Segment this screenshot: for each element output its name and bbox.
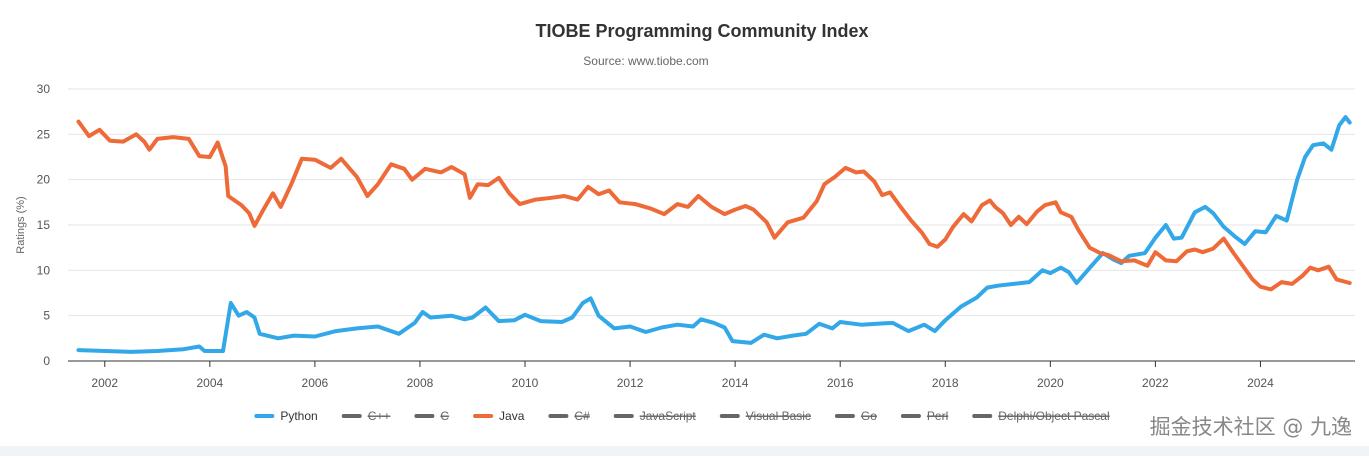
legend-item-javascript[interactable]: JavaScript xyxy=(613,409,697,423)
y-tick-label: 5 xyxy=(43,309,50,323)
chart-subtitle: Source: www.tiobe.com xyxy=(583,54,708,68)
x-tick-label: 2020 xyxy=(1037,376,1064,390)
x-tick-label: 2024 xyxy=(1247,376,1274,390)
x-tick-label: 2004 xyxy=(196,376,223,390)
legend-item-c[interactable]: C xyxy=(414,409,449,423)
bottom-band xyxy=(0,446,1369,456)
y-tick-label: 10 xyxy=(37,263,51,277)
grid-layer xyxy=(68,88,1355,317)
x-tick-label: 2012 xyxy=(617,376,644,390)
x-tick-label: 2006 xyxy=(302,376,329,390)
legend-item-java[interactable]: Java xyxy=(473,409,525,423)
series-line-python xyxy=(76,115,1352,354)
legend-label: Python xyxy=(280,409,317,423)
series-line-java xyxy=(76,119,1352,292)
y-tick-label: 25 xyxy=(37,127,51,141)
x-tick-label: 2002 xyxy=(91,376,118,390)
legend-item-visual-basic[interactable]: Visual Basic xyxy=(719,409,811,423)
legend-item-c[interactable]: C++ xyxy=(341,409,391,423)
x-tick-label: 2016 xyxy=(827,376,854,390)
legend-item-c[interactable]: C# xyxy=(548,409,590,423)
x-tick-label: 2010 xyxy=(512,376,539,390)
y-tick-label: 20 xyxy=(37,173,51,187)
legend-item-go[interactable]: Go xyxy=(834,409,877,423)
chart-title: TIOBE Programming Community Index xyxy=(535,21,868,41)
x-tick-label: 2014 xyxy=(722,376,749,390)
x-tick-label: 2022 xyxy=(1142,376,1169,390)
watermark: 掘金技术社区 @ 九逸 xyxy=(1150,415,1352,439)
y-tick-label: 0 xyxy=(43,354,50,368)
x-tick-label: 2018 xyxy=(932,376,959,390)
legend-item-delphi-object-pascal[interactable]: Delphi/Object Pascal xyxy=(972,409,1110,423)
legend: Python C++ C Java C# JavaScript Visual Basic Go… xyxy=(254,409,1110,423)
series-layer xyxy=(76,115,1352,354)
legend-item-python[interactable]: Python xyxy=(254,409,318,423)
axis-layer: 0 5 10 15 20 25 30 2002 2004 2006 2008 2010 2012 2014… xyxy=(37,82,1355,390)
legend-item-perl[interactable]: Perl xyxy=(900,409,949,423)
legend-label: Java xyxy=(499,409,525,423)
x-tick-label: 2008 xyxy=(407,376,434,390)
y-tick-label: 30 xyxy=(37,82,51,96)
y-tick-label: 15 xyxy=(37,218,51,232)
y-axis-label: Ratings (%) xyxy=(15,196,27,253)
